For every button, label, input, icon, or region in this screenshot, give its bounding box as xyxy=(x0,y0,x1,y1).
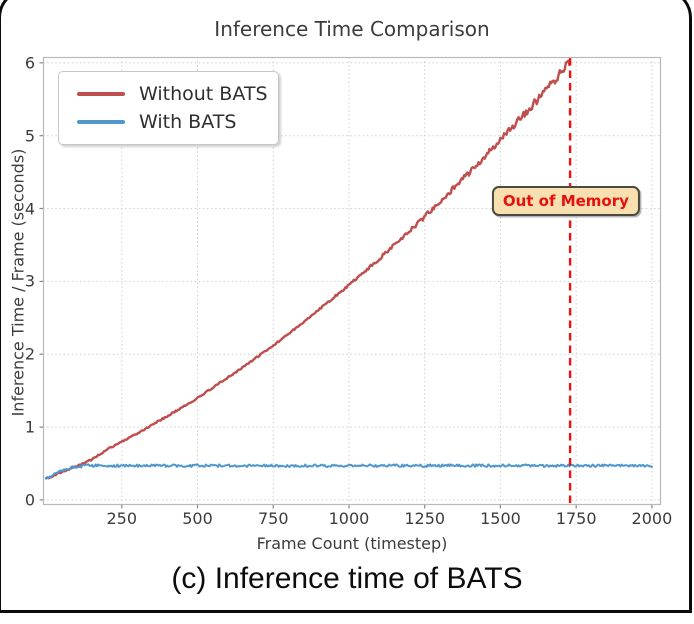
legend-line-swatch-blue xyxy=(77,120,125,124)
x-tick-label: 1250 xyxy=(404,509,446,528)
x-axis-label: Frame Count (timestep) xyxy=(256,534,448,553)
x-tick-label: 1500 xyxy=(480,509,521,528)
legend-label: With BATS xyxy=(139,110,237,133)
y-tick-label: 4 xyxy=(24,199,35,219)
legend-line-swatch-red xyxy=(77,92,125,96)
x-tick-label: 250 xyxy=(106,509,138,528)
legend-item-without-bats: Without BATS xyxy=(77,82,278,105)
y-tick-label: 6 xyxy=(24,53,35,73)
x-tick-label: 500 xyxy=(182,509,213,528)
x-tick-label: 2000 xyxy=(631,509,673,528)
plot-canvas xyxy=(39,56,662,509)
y-tick-label: 3 xyxy=(24,271,35,291)
figure-caption: (c) Inference time of BATS xyxy=(171,562,523,595)
y-tick-label: 5 xyxy=(24,126,35,146)
y-tick-label: 1 xyxy=(24,417,35,437)
chart-title: Inference Time Comparison xyxy=(214,17,490,41)
legend: Without BATS With BATS xyxy=(58,71,279,145)
x-tick-label: 1000 xyxy=(328,509,370,528)
x-tick-label: 1750 xyxy=(555,509,597,528)
y-tick-label: 0 xyxy=(24,490,35,510)
y-tick-label: 2 xyxy=(24,344,35,364)
out-of-memory-annotation: Out of Memory xyxy=(491,186,640,217)
x-tick-label: 750 xyxy=(257,509,289,528)
legend-label: Without BATS xyxy=(139,82,268,105)
legend-item-with-bats: With BATS xyxy=(77,110,278,133)
